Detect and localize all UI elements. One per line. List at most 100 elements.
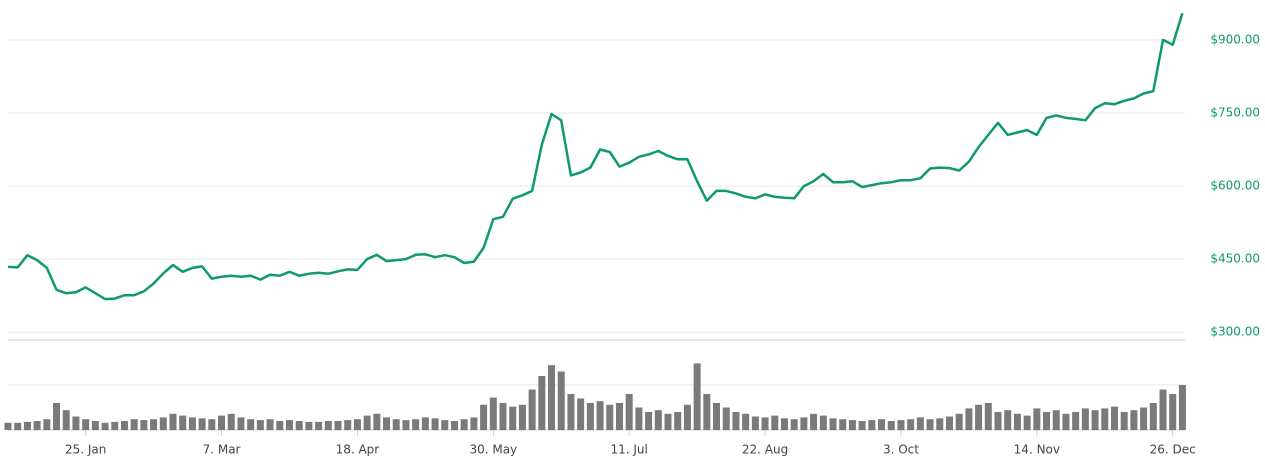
volume-bar bbox=[965, 408, 973, 430]
volume-bar bbox=[120, 421, 128, 430]
volume-bar bbox=[14, 422, 22, 430]
volume-bar bbox=[780, 418, 788, 430]
volume-bar bbox=[499, 403, 507, 430]
volume-bar bbox=[101, 422, 109, 430]
volume-bar bbox=[994, 412, 1002, 430]
volume-bar bbox=[392, 419, 400, 430]
volume-bar bbox=[295, 421, 303, 430]
volume-bar bbox=[53, 403, 61, 430]
volume-bar bbox=[402, 420, 410, 430]
volume-bar bbox=[868, 420, 876, 430]
volume-bar bbox=[353, 419, 361, 430]
volume-bar bbox=[557, 371, 565, 430]
volume-bar bbox=[548, 365, 556, 430]
volume-bar bbox=[790, 419, 798, 430]
volume-bar bbox=[256, 420, 264, 430]
volume-bar bbox=[324, 421, 332, 430]
volume-bar bbox=[751, 416, 759, 430]
volume-bar bbox=[878, 419, 886, 430]
volume-bar bbox=[305, 421, 313, 430]
volume-bar bbox=[1091, 410, 1099, 430]
volume-bar bbox=[43, 419, 51, 430]
volume-bar bbox=[693, 363, 701, 430]
volume-bar bbox=[732, 412, 740, 430]
volume-bar bbox=[470, 417, 478, 430]
volume-bar bbox=[1101, 408, 1109, 430]
volume-bar bbox=[276, 421, 284, 430]
volume-bar bbox=[848, 420, 856, 430]
volume-bar bbox=[887, 421, 895, 430]
x-tick-label: 25. Jan bbox=[65, 443, 106, 457]
volume-bar bbox=[625, 394, 633, 430]
volume-bar bbox=[4, 422, 12, 430]
volume-bar bbox=[926, 419, 934, 430]
volume-bar bbox=[654, 410, 662, 430]
volume-bar bbox=[615, 403, 623, 430]
volume-bar bbox=[1149, 403, 1157, 430]
volume-bar bbox=[1052, 410, 1060, 430]
volume-bar bbox=[984, 403, 992, 430]
volume-bar bbox=[460, 419, 468, 430]
volume-bar bbox=[577, 398, 585, 430]
volume-bar bbox=[441, 420, 449, 430]
volume-bar bbox=[955, 413, 963, 430]
volume-bar bbox=[509, 406, 517, 430]
volume-bar bbox=[829, 418, 837, 430]
x-tick-label: 14. Nov bbox=[1014, 443, 1060, 457]
volume-bar bbox=[742, 413, 750, 430]
volume-bar bbox=[839, 419, 847, 430]
volume-bar bbox=[518, 404, 526, 430]
volume-bar bbox=[489, 397, 497, 430]
volume-bar bbox=[227, 413, 235, 430]
volume-bar bbox=[916, 417, 924, 430]
volume-bar bbox=[800, 417, 808, 430]
volume-bar bbox=[975, 404, 983, 430]
volume-bar bbox=[538, 376, 546, 430]
volume-bar bbox=[606, 404, 614, 430]
volume-bar bbox=[130, 419, 138, 430]
volume-bar bbox=[567, 394, 575, 430]
volume-bar bbox=[945, 416, 953, 430]
volume-bar bbox=[810, 413, 818, 430]
volume-bar bbox=[1062, 413, 1070, 430]
y-tick-label: $450.00 bbox=[1210, 252, 1260, 266]
volume-bar bbox=[645, 412, 653, 430]
volume-bar bbox=[247, 419, 255, 430]
volume-bar bbox=[198, 418, 206, 430]
volume-bar bbox=[586, 403, 594, 430]
volume-bar bbox=[1169, 394, 1177, 430]
volume-bar bbox=[383, 417, 391, 430]
volume-bar bbox=[1110, 406, 1118, 430]
volume-bar bbox=[33, 421, 41, 430]
volume-bar bbox=[664, 413, 672, 430]
x-tick-label: 7. Mar bbox=[203, 443, 241, 457]
volume-bar bbox=[450, 421, 458, 430]
volume-bar bbox=[72, 416, 80, 430]
volume-bar bbox=[150, 419, 158, 430]
volume-bar bbox=[722, 407, 730, 430]
volume-bar bbox=[266, 419, 274, 430]
volume-bar bbox=[1120, 412, 1128, 430]
volume-bar bbox=[208, 419, 216, 430]
volume-bar bbox=[771, 415, 779, 430]
volume-bar bbox=[285, 420, 293, 430]
volume-bar bbox=[315, 421, 323, 430]
volume-bar bbox=[761, 417, 769, 430]
volume-bar bbox=[373, 413, 381, 430]
volume-bar bbox=[91, 421, 99, 430]
volume-bar bbox=[421, 417, 429, 430]
price-line bbox=[7, 12, 1184, 301]
volume-bar bbox=[1130, 410, 1138, 430]
volume-bar bbox=[188, 417, 196, 430]
volume-bar bbox=[237, 417, 245, 430]
volume-bar bbox=[23, 421, 31, 430]
volume-bar bbox=[907, 419, 915, 430]
y-tick-label: $750.00 bbox=[1210, 106, 1260, 120]
volume-bar bbox=[674, 412, 682, 430]
volume-bar bbox=[1013, 413, 1021, 430]
volume-bar bbox=[62, 410, 70, 430]
volume-bar bbox=[713, 403, 721, 430]
volume-bar bbox=[1072, 412, 1080, 430]
volume-bar bbox=[635, 407, 643, 430]
